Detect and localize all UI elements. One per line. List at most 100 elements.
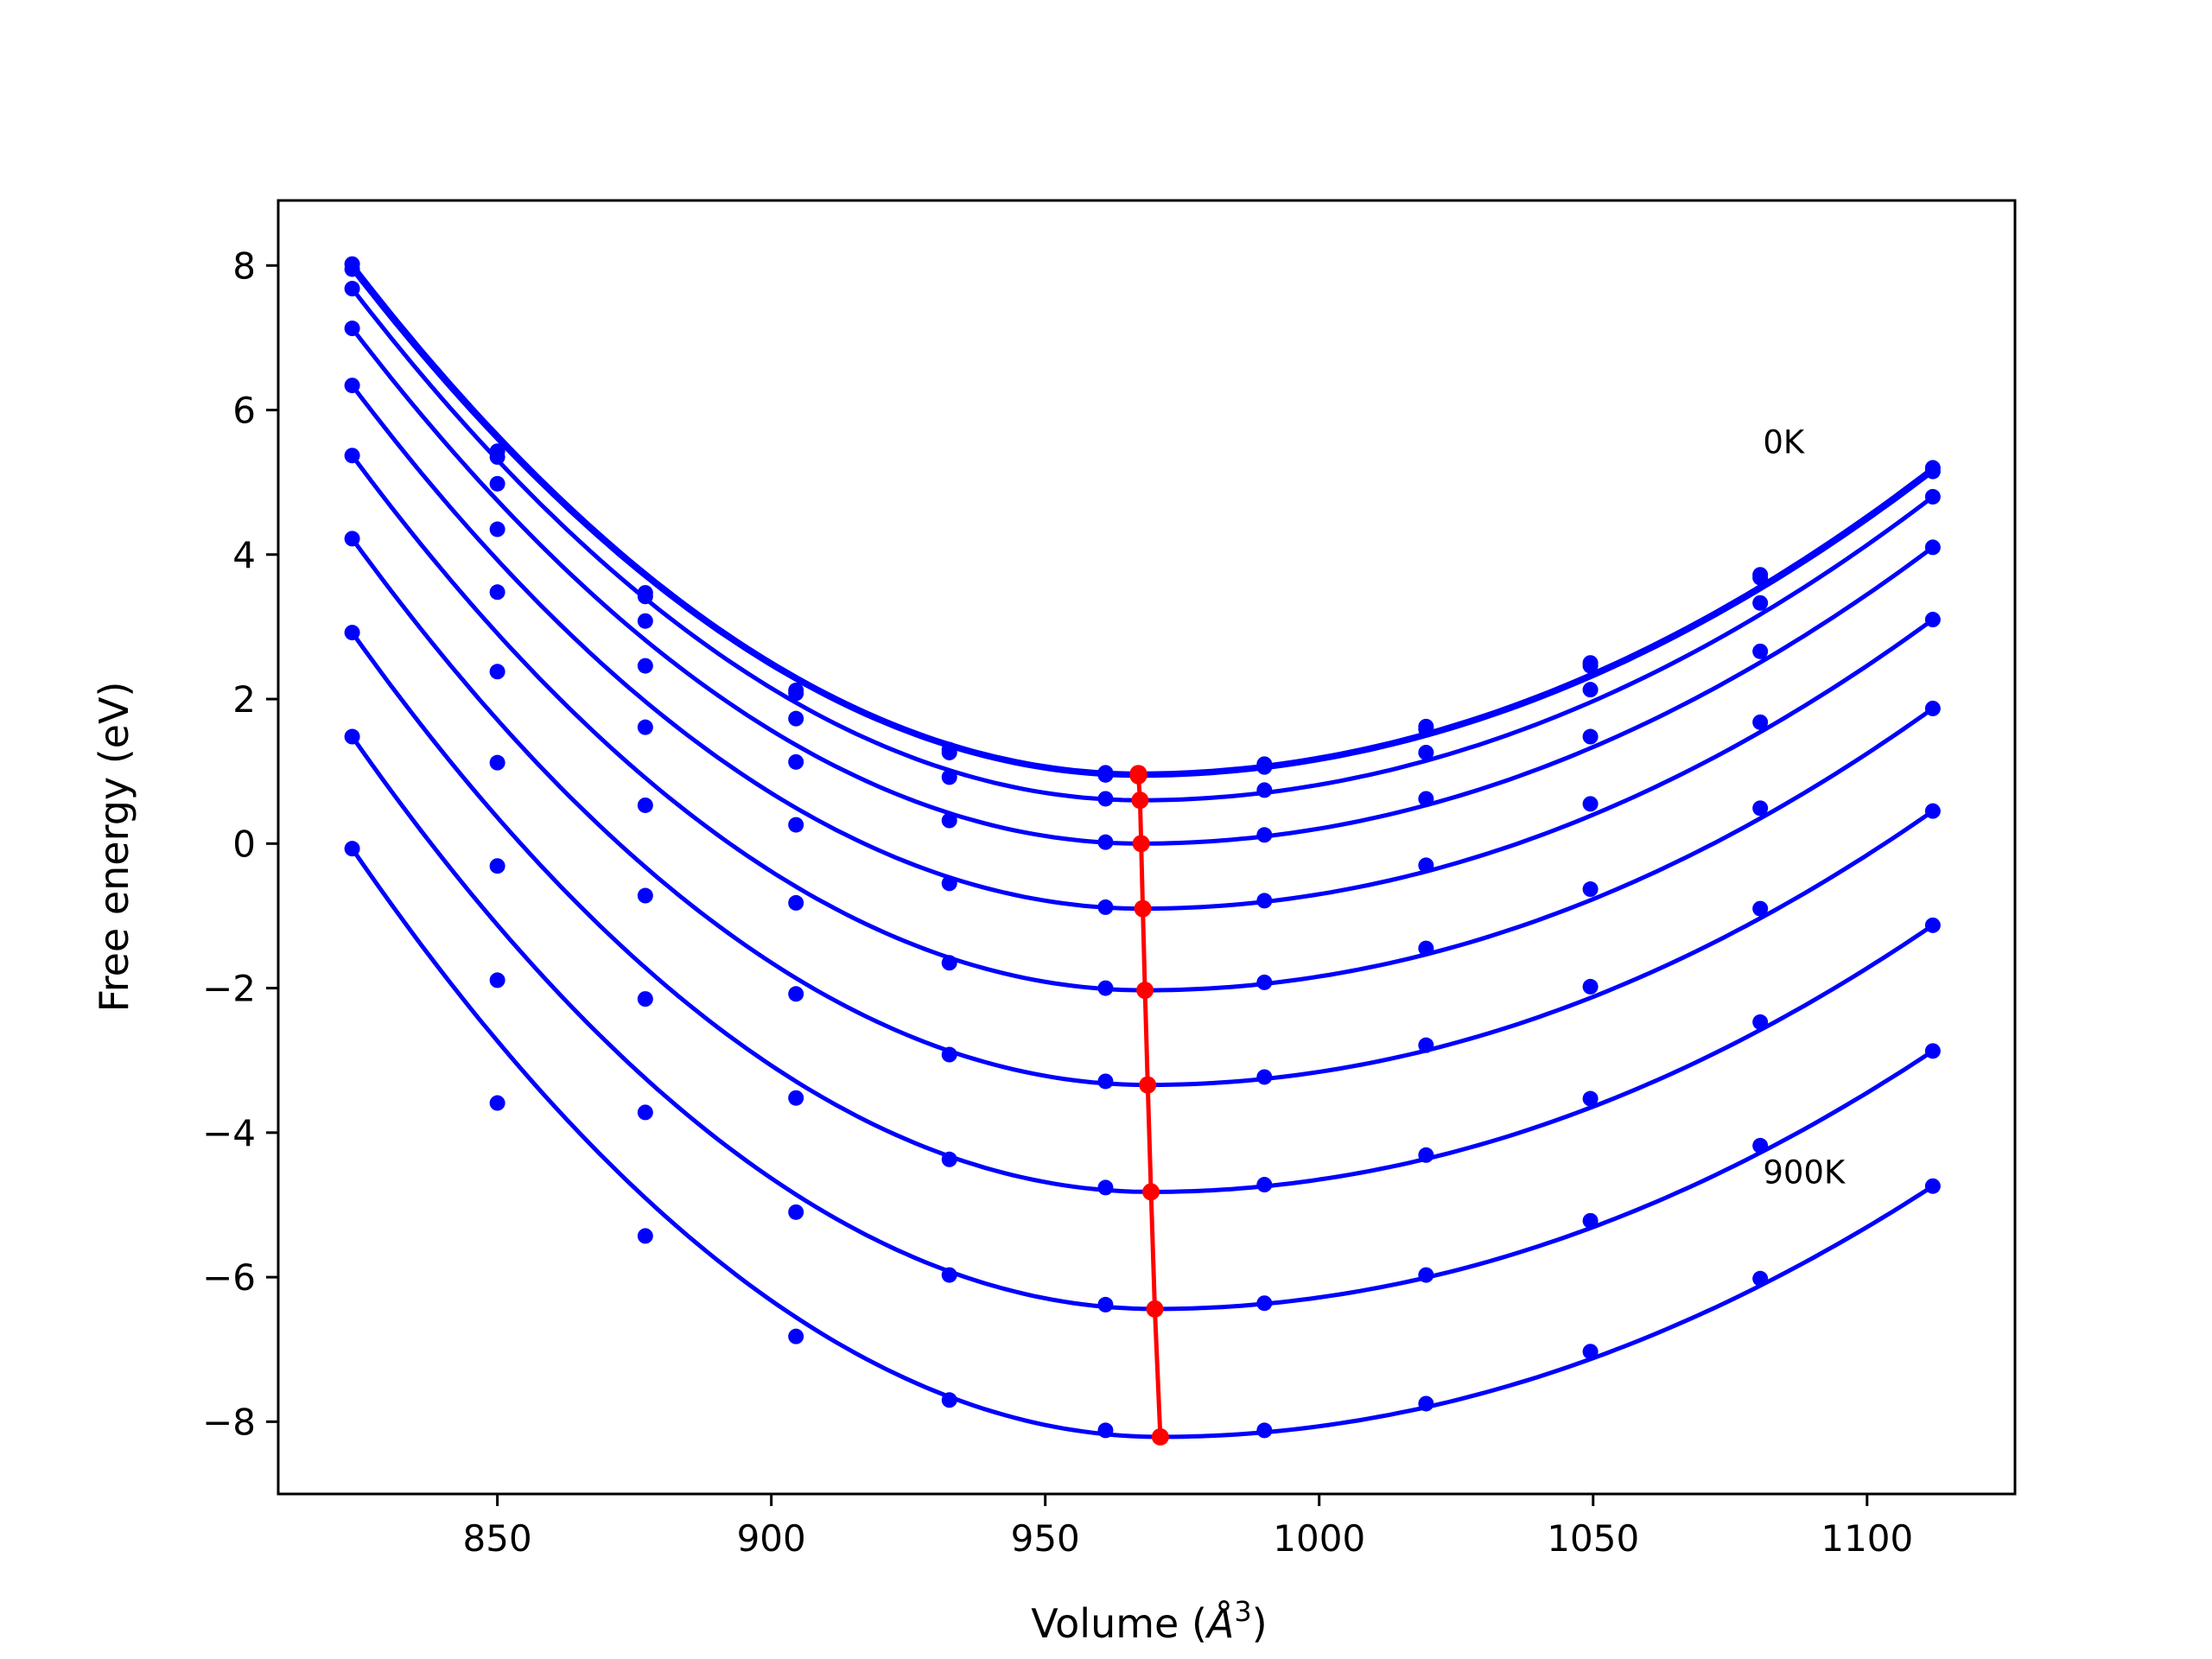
data-point xyxy=(637,1228,653,1244)
y-tick-label: 8 xyxy=(232,245,256,287)
data-point xyxy=(1752,1014,1769,1030)
data-point xyxy=(489,972,505,988)
data-point xyxy=(941,812,957,829)
data-point xyxy=(1582,978,1599,995)
data-point xyxy=(1924,539,1941,556)
fit-curve-9 xyxy=(350,847,1935,1440)
data-point xyxy=(1418,1037,1434,1053)
data-point xyxy=(1752,594,1769,611)
data-point xyxy=(1582,728,1599,745)
data-point xyxy=(1097,766,1114,783)
data-point xyxy=(941,744,957,760)
minimum-point xyxy=(1134,899,1152,918)
data-point xyxy=(1256,1295,1273,1312)
data-point xyxy=(637,991,653,1007)
x-axis-label: Volume (Å3) xyxy=(1031,1595,1267,1647)
data-point xyxy=(344,261,360,277)
data-point xyxy=(637,613,653,629)
data-point xyxy=(489,584,505,601)
data-point xyxy=(1097,1296,1114,1313)
data-point xyxy=(1924,1178,1941,1194)
data-point xyxy=(788,710,804,727)
data-point xyxy=(1256,1422,1273,1439)
data-point xyxy=(344,728,360,745)
minimum-point xyxy=(1142,1183,1160,1201)
y-tick-label: 0 xyxy=(232,823,256,865)
data-point xyxy=(1752,1270,1769,1287)
plot-area xyxy=(344,256,1941,1446)
y-axis-label: Free energy (eV) xyxy=(91,682,137,1013)
x-tick-label: 1100 xyxy=(1821,1517,1913,1560)
data-point xyxy=(344,281,360,297)
data-point xyxy=(1097,1073,1114,1090)
y-tick-label: 2 xyxy=(232,678,256,721)
data-point xyxy=(1582,1344,1599,1360)
data-point xyxy=(941,1267,957,1283)
data-point xyxy=(1752,643,1769,659)
minimum-point xyxy=(1129,766,1147,785)
data-point xyxy=(489,475,505,492)
axes-frame xyxy=(276,199,2017,1496)
data-point xyxy=(941,1392,957,1408)
annotation-label: 0K xyxy=(1763,424,1806,461)
data-point xyxy=(1582,1090,1599,1107)
data-point xyxy=(1924,803,1941,819)
data-point xyxy=(1256,782,1273,798)
y-tick-label: 4 xyxy=(232,534,256,576)
data-point xyxy=(344,378,360,394)
data-point xyxy=(788,685,804,702)
y-tick-label: −2 xyxy=(202,968,256,1010)
data-point xyxy=(1256,1177,1273,1193)
data-point xyxy=(941,1046,957,1063)
data-point xyxy=(1582,881,1599,898)
y-tick-label: −6 xyxy=(202,1256,256,1299)
data-point xyxy=(1418,1395,1434,1412)
annotation-label: 900K xyxy=(1763,1154,1847,1191)
data-point xyxy=(788,817,804,833)
data-point xyxy=(1752,714,1769,730)
data-point xyxy=(1924,700,1941,716)
data-point xyxy=(1418,857,1434,874)
data-point xyxy=(1097,1422,1114,1439)
data-point xyxy=(637,658,653,674)
data-point xyxy=(1256,893,1273,909)
data-point xyxy=(489,664,505,680)
data-point xyxy=(1097,899,1114,915)
x-tick-label: 900 xyxy=(737,1517,806,1560)
data-point xyxy=(489,521,505,537)
data-point xyxy=(1256,759,1273,775)
data-point xyxy=(1582,796,1599,812)
data-point xyxy=(788,1328,804,1344)
data-point xyxy=(788,894,804,911)
data-point xyxy=(1924,488,1941,505)
x-tick-label: 1000 xyxy=(1273,1517,1365,1560)
data-point xyxy=(1752,1137,1769,1154)
data-point xyxy=(1752,569,1769,586)
data-point xyxy=(1418,791,1434,807)
data-point xyxy=(637,719,653,735)
data-point xyxy=(344,448,360,464)
y-tick-label: 6 xyxy=(232,390,256,432)
data-point xyxy=(788,1204,804,1220)
data-point xyxy=(1924,463,1941,480)
data-point xyxy=(1418,744,1434,760)
data-point xyxy=(344,531,360,547)
data-point xyxy=(941,769,957,785)
data-point xyxy=(1097,834,1114,850)
data-point xyxy=(941,955,957,971)
data-point xyxy=(1924,1043,1941,1059)
data-point xyxy=(1256,974,1273,990)
data-point xyxy=(637,1104,653,1121)
x-tick-label: 850 xyxy=(463,1517,532,1560)
data-point xyxy=(1924,612,1941,628)
minimum-point xyxy=(1136,982,1154,1000)
data-point xyxy=(1097,1179,1114,1196)
data-point xyxy=(1418,940,1434,957)
data-point xyxy=(788,1090,804,1106)
data-point xyxy=(637,797,653,813)
y-tick-label: −8 xyxy=(202,1401,256,1443)
data-point xyxy=(788,753,804,770)
data-point xyxy=(1256,827,1273,843)
y-tick-label: −4 xyxy=(202,1112,256,1154)
